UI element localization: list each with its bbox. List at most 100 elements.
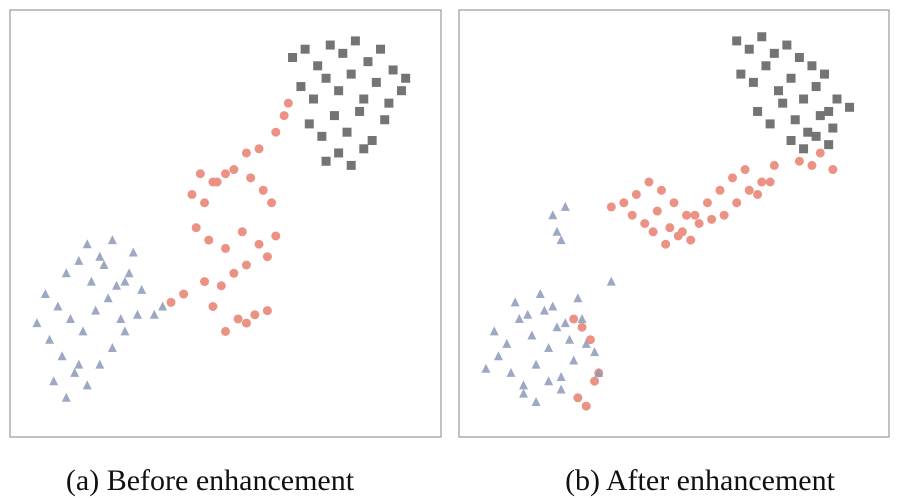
point-circle bbox=[191, 223, 201, 233]
point-triangle bbox=[556, 372, 566, 382]
point-triangle bbox=[82, 380, 92, 390]
point-triangle bbox=[590, 347, 600, 357]
point-square bbox=[342, 127, 352, 137]
series bbox=[32, 235, 168, 402]
point-circle bbox=[573, 393, 583, 403]
point-square bbox=[300, 44, 310, 54]
point-triangle bbox=[74, 255, 84, 265]
point-circle bbox=[195, 169, 205, 179]
point-triangle bbox=[565, 334, 574, 344]
point-circle bbox=[179, 289, 189, 299]
point-square bbox=[815, 111, 825, 121]
point-circle bbox=[212, 177, 222, 187]
point-square bbox=[744, 44, 754, 54]
point-square bbox=[313, 61, 323, 71]
point-circle bbox=[757, 177, 767, 187]
point-circle bbox=[262, 306, 272, 316]
point-square bbox=[807, 61, 817, 71]
point-square bbox=[367, 136, 377, 145]
point-circle bbox=[233, 314, 243, 324]
point-triangle bbox=[489, 326, 499, 336]
point-triangle bbox=[128, 247, 138, 257]
point-square bbox=[803, 127, 813, 137]
point-triangle bbox=[49, 376, 59, 386]
point-square bbox=[321, 156, 331, 166]
point-triangle bbox=[53, 301, 63, 311]
point-circle bbox=[241, 260, 251, 270]
point-square bbox=[359, 94, 369, 104]
point-circle bbox=[581, 401, 591, 411]
point-circle bbox=[250, 310, 260, 320]
point-circle bbox=[627, 210, 637, 220]
point-circle bbox=[744, 185, 754, 195]
point-circle bbox=[241, 318, 251, 328]
series bbox=[288, 36, 411, 170]
point-square bbox=[765, 119, 775, 129]
point-circle bbox=[216, 281, 226, 291]
point-square bbox=[769, 48, 779, 58]
point-circle bbox=[682, 210, 692, 220]
panel-caption: (a) Before enhancement bbox=[66, 464, 355, 497]
point-circle bbox=[644, 177, 654, 187]
series bbox=[732, 32, 855, 154]
point-circle bbox=[254, 144, 264, 154]
point-square bbox=[786, 73, 796, 83]
point-square bbox=[786, 136, 796, 145]
point-circle bbox=[229, 268, 239, 278]
point-circle bbox=[246, 173, 256, 183]
point-circle bbox=[221, 326, 230, 336]
point-square bbox=[346, 160, 356, 170]
point-circle bbox=[279, 111, 289, 121]
point-triangle bbox=[493, 351, 503, 361]
point-circle bbox=[665, 223, 675, 233]
point-triangle bbox=[70, 367, 80, 377]
point-triangle bbox=[61, 268, 71, 278]
point-square bbox=[359, 144, 369, 154]
point-circle bbox=[258, 185, 268, 195]
point-square bbox=[732, 36, 742, 46]
point-square bbox=[396, 86, 406, 96]
point-square bbox=[824, 106, 834, 116]
point-circle bbox=[237, 227, 247, 237]
point-triangle bbox=[502, 338, 512, 348]
point-triangle bbox=[519, 388, 529, 398]
point-square bbox=[828, 123, 838, 133]
point-triangle bbox=[149, 309, 159, 319]
point-triangle bbox=[531, 396, 541, 406]
plot-frame bbox=[458, 9, 890, 438]
point-triangle bbox=[82, 239, 92, 249]
point-triangle bbox=[527, 330, 537, 340]
point-circle bbox=[673, 231, 683, 241]
point-square bbox=[288, 53, 298, 62]
point-square bbox=[355, 106, 365, 116]
point-square bbox=[334, 148, 344, 158]
point-circle bbox=[221, 243, 230, 253]
point-circle bbox=[606, 202, 616, 212]
point-square bbox=[799, 144, 809, 154]
point-square bbox=[832, 94, 842, 104]
point-circle bbox=[702, 198, 712, 208]
point-triangle bbox=[523, 309, 533, 319]
point-triangle bbox=[78, 326, 88, 336]
point-triangle bbox=[560, 201, 570, 211]
point-circle bbox=[669, 198, 679, 208]
point-circle bbox=[656, 185, 666, 195]
point-triangle bbox=[65, 313, 75, 323]
panel: (b) After enhancement bbox=[458, 9, 890, 497]
point-circle bbox=[807, 160, 817, 170]
point-square bbox=[350, 36, 360, 46]
point-circle bbox=[569, 314, 579, 324]
point-triangle bbox=[552, 322, 562, 332]
point-square bbox=[371, 77, 381, 87]
point-triangle bbox=[519, 380, 529, 390]
point-triangle bbox=[552, 226, 562, 236]
point-circle bbox=[590, 376, 600, 386]
point-circle bbox=[794, 156, 804, 166]
point-triangle bbox=[40, 289, 50, 299]
point-circle bbox=[208, 302, 218, 311]
panel-caption: (b) After enhancement bbox=[565, 464, 836, 497]
point-circle bbox=[728, 173, 738, 183]
point-circle bbox=[200, 198, 210, 208]
point-triangle bbox=[481, 363, 491, 373]
point-circle bbox=[652, 206, 662, 216]
